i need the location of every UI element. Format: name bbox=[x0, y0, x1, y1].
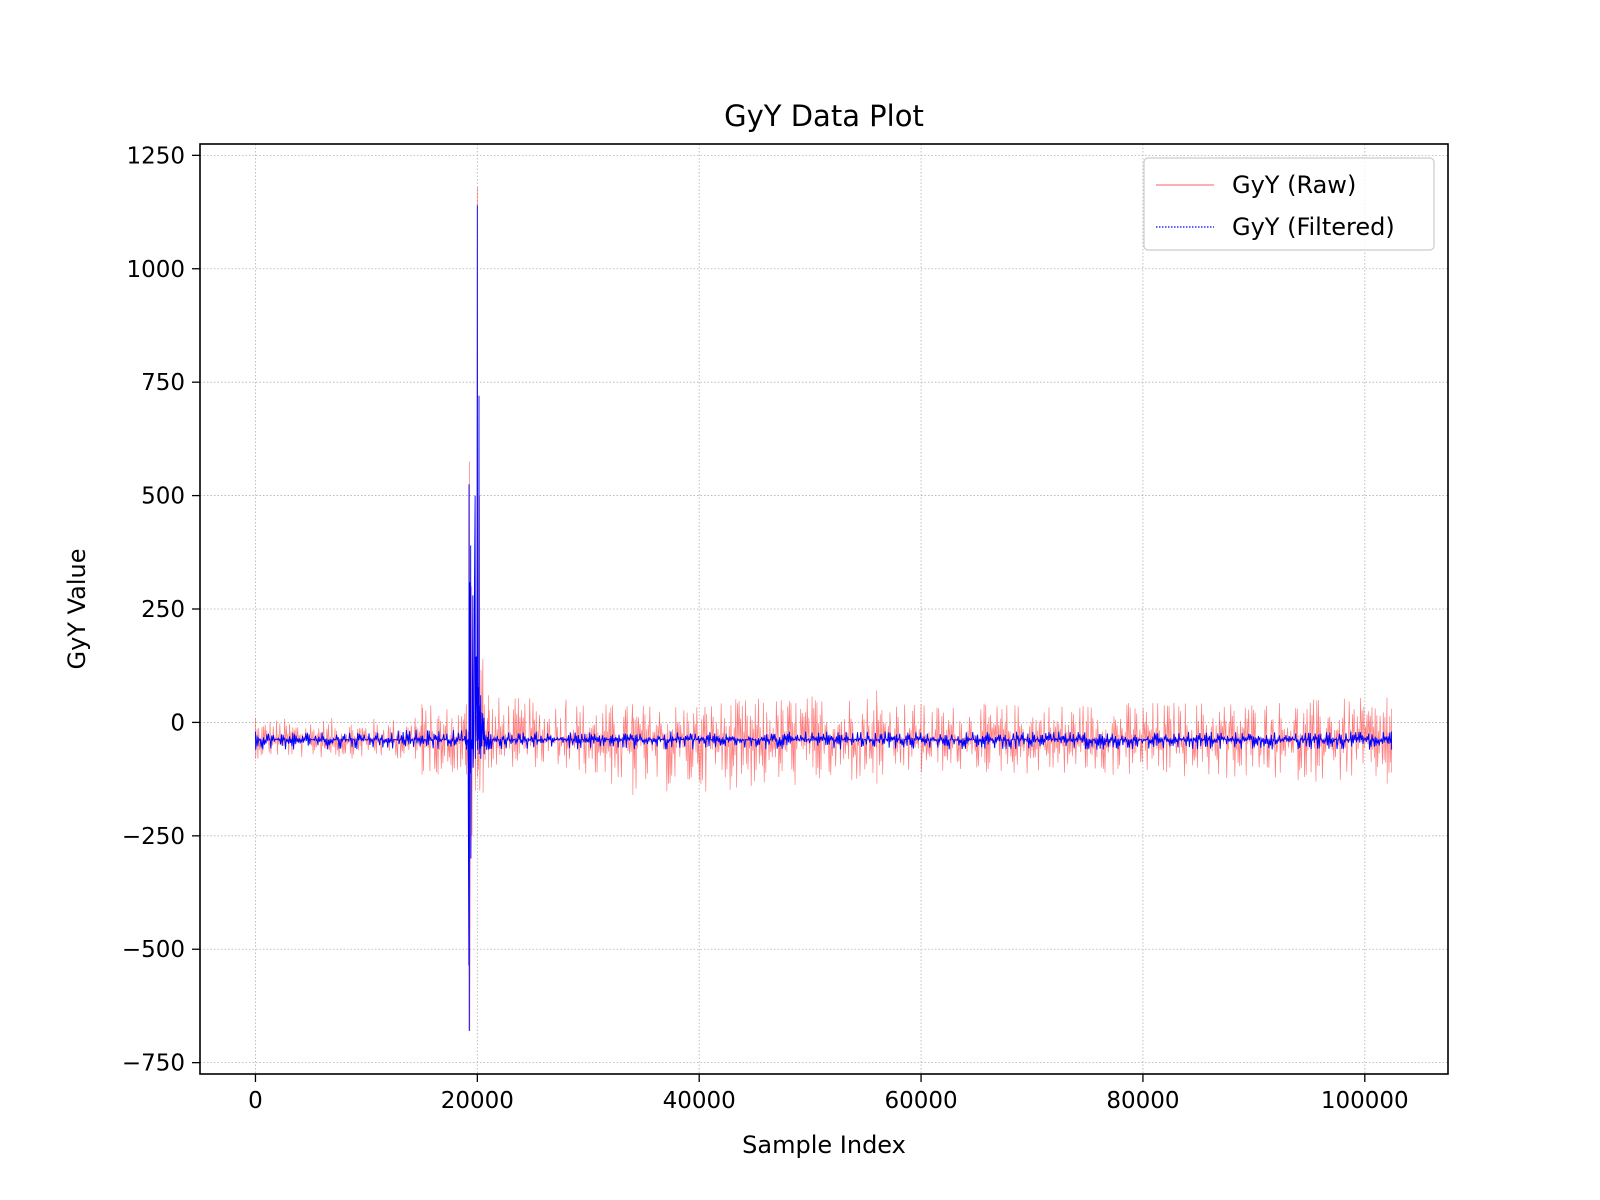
x-tick-label: 100000 bbox=[1321, 1088, 1409, 1114]
legend-box bbox=[1143, 157, 1435, 251]
plot-area bbox=[255, 187, 1393, 1031]
y-axis-label: GyY Value bbox=[63, 549, 91, 670]
y-tick-label: −500 bbox=[122, 937, 185, 963]
x-tick-label: 60000 bbox=[884, 1088, 957, 1114]
x-tick-label: 20000 bbox=[441, 1088, 514, 1114]
grid-lines bbox=[200, 144, 1448, 1074]
chart-title: GyY Data Plot bbox=[724, 99, 924, 133]
y-tick-label: 250 bbox=[141, 597, 185, 623]
legend-label-raw: GyY (Raw) bbox=[1232, 171, 1356, 199]
y-tick-label: 500 bbox=[141, 484, 185, 510]
series-line-filtered bbox=[255, 205, 1393, 1031]
x-tick-label: 80000 bbox=[1106, 1088, 1179, 1114]
y-tick-label: 1250 bbox=[126, 143, 185, 169]
y-tick-label: 750 bbox=[141, 370, 185, 396]
x-tick-label: 40000 bbox=[663, 1088, 736, 1114]
series-line-raw bbox=[255, 187, 1392, 1031]
y-tick-label: −750 bbox=[122, 1051, 185, 1077]
x-tick-label: 0 bbox=[248, 1088, 263, 1114]
y-tick-label: 1000 bbox=[126, 257, 185, 283]
legend: GyY (Raw) GyY (Filtered) bbox=[1143, 157, 1435, 251]
axes: 0 20000 40000 60000 80000 100000 −750 −500 −250 0… bbox=[122, 143, 1449, 1114]
y-tick-label: 0 bbox=[170, 710, 185, 736]
legend-label-filtered: GyY (Filtered) bbox=[1232, 213, 1395, 241]
y-tick-label: −250 bbox=[122, 824, 185, 850]
x-axis-label: Sample Index bbox=[742, 1131, 906, 1159]
